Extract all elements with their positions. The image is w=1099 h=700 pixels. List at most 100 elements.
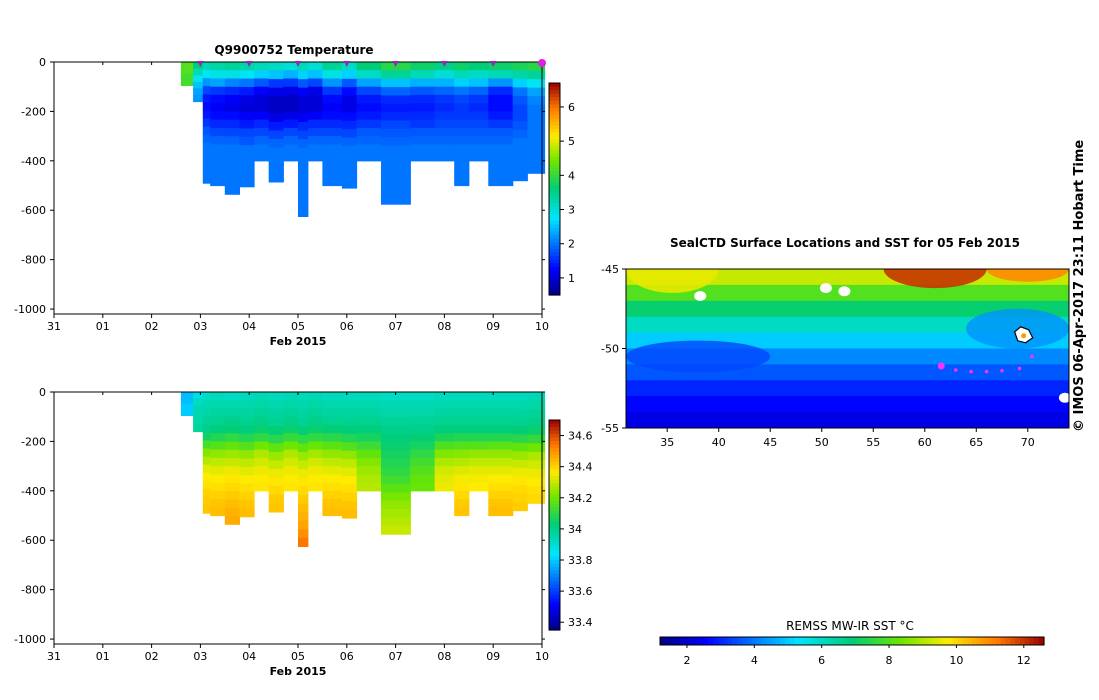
profile-cell <box>356 392 382 401</box>
colorbar-segment <box>549 192 560 197</box>
profile-cell <box>298 512 309 522</box>
profile-cell <box>341 129 358 139</box>
colorbar-segment <box>549 518 560 523</box>
profile-cell <box>283 111 299 121</box>
profile-cell <box>527 104 546 114</box>
colorbar-segment <box>549 139 560 144</box>
profile-cell <box>210 94 226 104</box>
profile-cell <box>193 411 204 419</box>
sst-colorbar-segment <box>952 637 959 645</box>
profile-cell <box>224 119 240 129</box>
sst-colorbar-segment <box>823 637 829 645</box>
sst-colorbar-segment <box>871 637 877 645</box>
profile-cell <box>488 78 514 88</box>
profile-cell <box>210 160 226 170</box>
colorbar-segment <box>549 472 560 477</box>
profile-cell <box>381 128 411 138</box>
sst-colorbar: 2 4 6 8 10 12 <box>659 636 1045 667</box>
profile-cell <box>381 179 411 188</box>
profile-cell <box>298 79 309 89</box>
colorbar-segment <box>549 455 560 460</box>
sst-colorbar-segment <box>991 637 997 645</box>
profile-cell <box>468 144 489 154</box>
seal-location <box>1030 354 1034 359</box>
seal-location <box>1000 369 1004 373</box>
profile-cell <box>202 400 211 409</box>
sst-warm-patch <box>883 269 987 289</box>
colorbar-segment <box>549 114 560 119</box>
sst-colorbar-segment <box>842 637 848 645</box>
profile-cell <box>410 144 436 154</box>
profile-cell <box>193 81 204 89</box>
profile-cell <box>202 102 211 112</box>
profile-cell <box>254 457 270 467</box>
profile-cell <box>239 103 255 113</box>
profile-cell <box>224 499 240 509</box>
profile-cell <box>254 62 270 71</box>
colorbar-segment <box>549 263 560 268</box>
profile-cell <box>512 392 528 402</box>
profile-cell <box>322 441 343 451</box>
profile-marker <box>392 61 399 67</box>
profile-cell <box>283 70 299 79</box>
profile-cell <box>268 469 284 479</box>
sst-band <box>626 316 1069 334</box>
profile-cell <box>356 119 382 129</box>
profile-cell <box>283 144 299 154</box>
colorbar-segment <box>549 164 560 169</box>
profile-cell <box>512 434 528 444</box>
profile-cell <box>454 152 470 162</box>
colorbar-segment <box>549 277 560 282</box>
profile-cell <box>322 78 343 88</box>
profile-cell <box>224 185 240 195</box>
sst-colorbar-segment <box>727 637 733 645</box>
x-tick-label: 03 <box>193 650 207 663</box>
profile-cell <box>434 482 455 492</box>
sst-colorbar-segment <box>756 637 762 645</box>
profile-cell <box>356 86 382 96</box>
profile-cell <box>298 62 309 72</box>
profile-cell <box>410 78 436 88</box>
profile-cell <box>322 160 343 170</box>
profile-cell <box>307 424 323 434</box>
profile-cell <box>454 169 470 178</box>
profile-cell <box>283 152 299 162</box>
profile-cell <box>239 170 255 179</box>
sst-colorbar-segment <box>972 637 978 645</box>
sst-colorbar-segment <box>746 637 752 645</box>
profile-cell <box>381 433 411 443</box>
profile-cell <box>268 96 284 106</box>
colorbar-segment <box>549 549 560 554</box>
profile-cell <box>410 86 436 96</box>
profile-cell <box>193 75 204 83</box>
profile-cell <box>512 138 528 148</box>
sst-colorbar-segment <box>957 637 963 645</box>
profile-cell <box>356 474 382 484</box>
y-tick-label: -800 <box>21 584 46 597</box>
profile-cell <box>298 494 309 505</box>
profile-cell <box>512 408 528 418</box>
profile-cell <box>210 507 226 517</box>
profile-cell <box>307 408 323 418</box>
profile-cell <box>527 113 546 123</box>
profile-cell <box>468 86 489 96</box>
profile-cell <box>410 408 436 418</box>
profile-cell <box>254 111 270 121</box>
profile-cell <box>381 153 411 163</box>
colorbar-segment <box>549 479 560 484</box>
profile-cell <box>454 160 470 170</box>
profile-cell <box>202 392 211 401</box>
profile-cell <box>298 130 309 140</box>
profile-cell <box>454 474 470 484</box>
profile-cell <box>341 95 358 105</box>
profile-marker <box>441 61 448 67</box>
profile-cell <box>239 161 255 171</box>
profile-cell <box>488 424 514 434</box>
profile-cell <box>202 126 211 136</box>
sst-colorbar-segment <box>698 637 704 645</box>
profile-cell <box>239 120 255 130</box>
y-tick-label: -1000 <box>14 633 46 646</box>
profile-cell <box>193 88 204 96</box>
sst-colorbar-segment <box>919 637 925 645</box>
